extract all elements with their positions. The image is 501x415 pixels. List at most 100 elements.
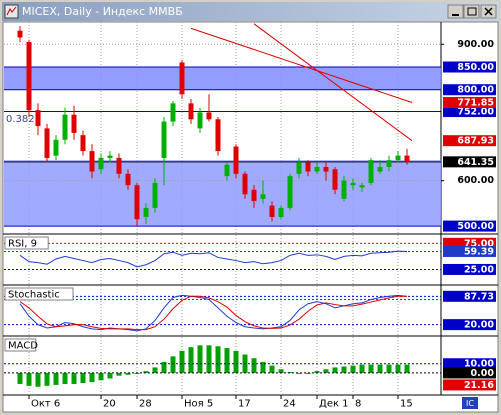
candle-body (26, 42, 32, 111)
price-tag (443, 290, 496, 302)
price-tag (443, 106, 496, 118)
price-tag-label: 20.00 (464, 320, 494, 331)
macd-bar (260, 361, 266, 373)
macd-bar (80, 372, 86, 384)
macd-bar (332, 367, 338, 373)
macd-bar (44, 372, 50, 386)
indicator-header-box (4, 287, 74, 301)
candle-body (98, 157, 104, 170)
price-tag-label: 87.73 (464, 291, 494, 302)
indicator-header: RSI, 9 (8, 239, 37, 250)
macd-bar (233, 350, 239, 373)
candle-body (62, 114, 68, 140)
candle-body (170, 103, 176, 122)
macd-bar (296, 372, 302, 374)
candle-body (80, 135, 86, 152)
price-tag (443, 367, 496, 379)
candle-body (350, 182, 356, 186)
y-tick-label: 900.00 (457, 39, 494, 50)
price-tag (443, 135, 496, 147)
macd-bar (170, 356, 176, 373)
x-tick-label: Окт 6 (31, 399, 60, 410)
macd-bar (17, 372, 23, 384)
x-tick-label: 28 (139, 399, 152, 410)
price-tag-label: 75.00 (464, 238, 494, 249)
price-tag-label: 850.00 (457, 62, 494, 73)
price-tag (443, 97, 496, 109)
price-tag-label: 752.00 (457, 107, 494, 118)
candle-body (143, 207, 149, 217)
macd-bar (377, 364, 383, 373)
candle-body (35, 110, 41, 127)
candle-body (341, 180, 347, 199)
indicator-header-box (4, 338, 37, 352)
x-tick-label: 8 (355, 399, 361, 410)
macd-bar (71, 372, 77, 384)
window-buttons[interactable] (447, 4, 497, 19)
macd-bar (26, 372, 32, 386)
macd-bar (125, 372, 131, 375)
candle-body (179, 62, 185, 95)
candle-body (368, 160, 374, 183)
window-title: MICEX, Daily - Индекс ММВБ (22, 5, 183, 18)
macd-bar (98, 372, 104, 381)
candle-body (206, 112, 212, 120)
price-tag-label: 771.85 (457, 98, 494, 109)
trend-line (253, 23, 413, 142)
candle-body (332, 169, 338, 190)
x-tick-label: Ноя 5 (184, 399, 213, 410)
candle-body (71, 114, 77, 133)
corner-icon-text: IC (466, 399, 474, 408)
macd-bar (152, 367, 158, 373)
macd-bar (314, 371, 320, 373)
macd-bar (116, 372, 122, 376)
price-tag (443, 379, 496, 391)
macd-bar (53, 372, 59, 385)
candle-body (359, 185, 365, 188)
macd-bar (188, 347, 194, 373)
candle-body (242, 173, 248, 195)
macd-bar (287, 372, 293, 373)
candle-body (305, 162, 311, 172)
candle-body (44, 128, 50, 158)
y-tick-label: 600.00 (457, 175, 494, 186)
price-tag-label: 641.35 (457, 157, 494, 168)
level-band (4, 160, 441, 227)
price-tag (443, 220, 496, 232)
candle-body (125, 173, 131, 186)
macd-bar (89, 372, 95, 383)
indicator-line (19, 250, 408, 268)
title-bar (2, 2, 499, 21)
candle-body (107, 155, 113, 158)
price-tag-label: 21.16 (464, 380, 494, 391)
minimize-button[interactable] (447, 4, 464, 19)
macd-bar (161, 361, 167, 373)
macd-bar (215, 346, 221, 373)
price-tag (443, 61, 496, 73)
candle-body (404, 155, 410, 162)
candle-body (395, 155, 401, 161)
candle-body (161, 121, 167, 158)
macd-bar (395, 364, 401, 373)
macd-bar (179, 350, 185, 373)
price-tag-label: 500.00 (457, 221, 494, 232)
macd-bar (350, 365, 356, 373)
indicator-header: MACD (8, 341, 38, 352)
candle-body (386, 160, 392, 167)
candle-body (53, 139, 59, 156)
macd-bar (197, 345, 203, 373)
macd-bar (251, 358, 257, 373)
price-tag-label: 687.93 (457, 136, 494, 147)
maximize-button[interactable] (463, 4, 480, 19)
candle-body (152, 182, 158, 208)
macd-bar (62, 372, 68, 384)
macd-bar (269, 365, 275, 373)
candle-body (215, 119, 221, 152)
macd-bar (206, 345, 212, 373)
level-band (4, 67, 441, 90)
macd-bar (341, 366, 347, 373)
indicator-line (19, 294, 408, 332)
candle-body (260, 194, 266, 199)
price-tag-label: 800.00 (457, 85, 494, 96)
